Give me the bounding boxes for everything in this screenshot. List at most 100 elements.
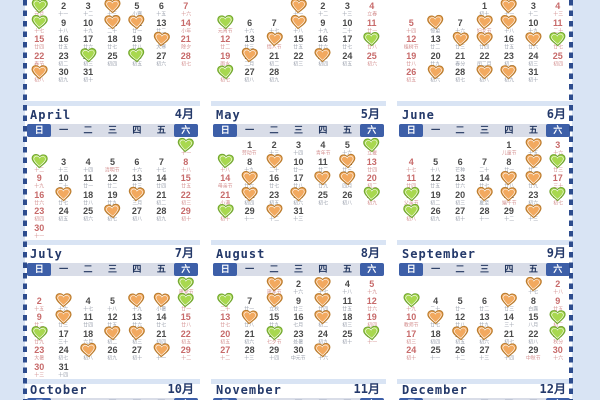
date-grid: 1儿童节2十五3十六4十七5十八6芒种7二十8廿一9廿二10廿三11廿四12廿五…	[399, 137, 570, 241]
date-number: 15	[293, 34, 304, 44]
lunar-label: 初三	[342, 323, 353, 328]
month-header: December 12月	[397, 382, 572, 397]
month-card-august: August8月日一二三四五六1建军节2十六3十七4十八5十九6二十7廿一8立秋…	[211, 245, 386, 379]
date-number: 9	[555, 295, 561, 306]
date-cell: 15 廿五	[286, 35, 310, 51]
date-number: 22	[34, 50, 45, 61]
date-cell: 12 廿五	[423, 174, 447, 190]
heart-sticker-orange	[104, 325, 121, 341]
date-cell: 25 初七	[311, 189, 335, 207]
heart-sticker-orange	[104, 0, 121, 14]
date-number: 27	[455, 206, 466, 216]
lunar-label: 中秋节	[525, 356, 541, 361]
date-number: 25	[317, 189, 328, 200]
date-number: 12	[107, 312, 118, 322]
date-cell: 5 十六	[335, 141, 359, 157]
date-number: 15	[528, 312, 539, 322]
date-cell: 16 廿六	[311, 35, 335, 51]
lunar-label: 廿九	[318, 184, 328, 189]
lunar-label: 廿九	[479, 323, 490, 328]
date-cell: 31 十三	[286, 207, 310, 223]
heart-sticker-orange	[339, 170, 356, 186]
date-cell: 31 初十	[76, 68, 100, 84]
date-number: 6	[134, 156, 140, 167]
date-grid: 1元旦2十一3十二4十三5小寒6十五7十六8十七9十八10十九11二十12廿一1…	[27, 0, 198, 102]
heart-sticker-green	[363, 186, 381, 202]
date-cell: 29 中秋节	[521, 346, 545, 362]
lunar-label: 十二	[318, 12, 328, 17]
heart-sticker-orange	[500, 187, 518, 202]
date-cell: 21 初六	[237, 329, 261, 346]
date-cell: 10 廿一	[286, 157, 310, 174]
heart-sticker-orange	[128, 186, 146, 202]
date-number: 14	[220, 173, 231, 183]
heart-sticker-orange	[525, 31, 542, 47]
date-cell: 25 初四	[100, 51, 124, 68]
month-header: May 5月	[211, 106, 386, 122]
date-number: 25	[552, 50, 563, 61]
lunar-label: 廿七	[552, 45, 563, 50]
lunar-label: 二十	[269, 167, 279, 173]
date-cell: 25 初六	[76, 207, 100, 223]
lunar-label: 十二	[504, 217, 514, 222]
date-number: 24	[317, 328, 328, 339]
lunar-label: 十六	[342, 151, 353, 156]
lunar-label: 初七	[220, 78, 231, 83]
date-number: 23	[293, 328, 304, 339]
date-number: 13	[366, 156, 377, 167]
lunar-label: 廿一	[132, 28, 142, 34]
lunar-label: 廿八	[366, 45, 377, 50]
heart-sticker-orange	[451, 325, 469, 341]
date-number: 19	[131, 34, 142, 44]
heart-sticker-orange	[153, 292, 170, 308]
month-name: April	[30, 108, 72, 122]
lunar-label: 十四	[504, 356, 514, 361]
date-number: 20	[220, 328, 231, 339]
date-number: 25	[366, 50, 377, 61]
lunar-label: 廿八	[504, 184, 514, 189]
date-cell: 9 廿三	[286, 296, 310, 313]
date-cell: 23 处暑	[286, 328, 310, 346]
lunar-label: 春节	[34, 61, 45, 67]
lunar-label: 廿七	[342, 45, 353, 50]
weekday-label: 三	[107, 125, 117, 135]
date-number: 12	[406, 34, 417, 44]
lunar-label: 初八	[528, 339, 539, 345]
date-number: 22	[479, 50, 490, 61]
weekday-label: 四	[132, 125, 142, 135]
lunar-label: 廿九	[528, 184, 539, 189]
date-cell: 4 十四	[76, 157, 100, 174]
lunar-label: 十六	[180, 12, 191, 17]
lunar-label: 初五	[132, 61, 142, 67]
lunar-label: 初九	[504, 78, 514, 83]
date-cell: 20 初二	[360, 174, 384, 190]
date-number: 15	[34, 34, 45, 44]
date-cell: 2 十三	[262, 141, 286, 157]
heart-sticker-orange	[500, 0, 518, 14]
lunar-label: 初八	[406, 217, 417, 222]
heart-sticker-green	[216, 64, 234, 80]
date-cell: 13 廿六	[448, 174, 472, 190]
date-cell: 11 廿一	[76, 174, 100, 190]
lunar-label: 十一	[34, 233, 45, 239]
lunar-label: 十三	[244, 356, 255, 361]
date-cell: 22 闰二月	[472, 50, 496, 68]
date-number: 2	[271, 140, 277, 150]
date-cell: 29 十四	[262, 346, 286, 362]
lunar-label: 十八	[430, 167, 441, 173]
date-number: 17	[58, 328, 69, 339]
date-number: 4	[85, 295, 91, 306]
lunar-label: 初三	[528, 61, 539, 67]
lunar-label: 初九	[107, 356, 118, 361]
date-cell: 8 十九	[237, 157, 261, 174]
date-number: 7	[183, 1, 189, 11]
lunar-label: 十九	[83, 28, 93, 34]
weekday-label: 一	[59, 125, 69, 135]
date-cell: 28 初七	[174, 51, 198, 68]
month-card-february: February2月日一二三四五六1十一2十二3十三4立春5元宵节6十六7十七8…	[211, 0, 386, 101]
lunar-label: 二十	[220, 306, 231, 312]
date-cell: 26 初九	[423, 207, 447, 223]
